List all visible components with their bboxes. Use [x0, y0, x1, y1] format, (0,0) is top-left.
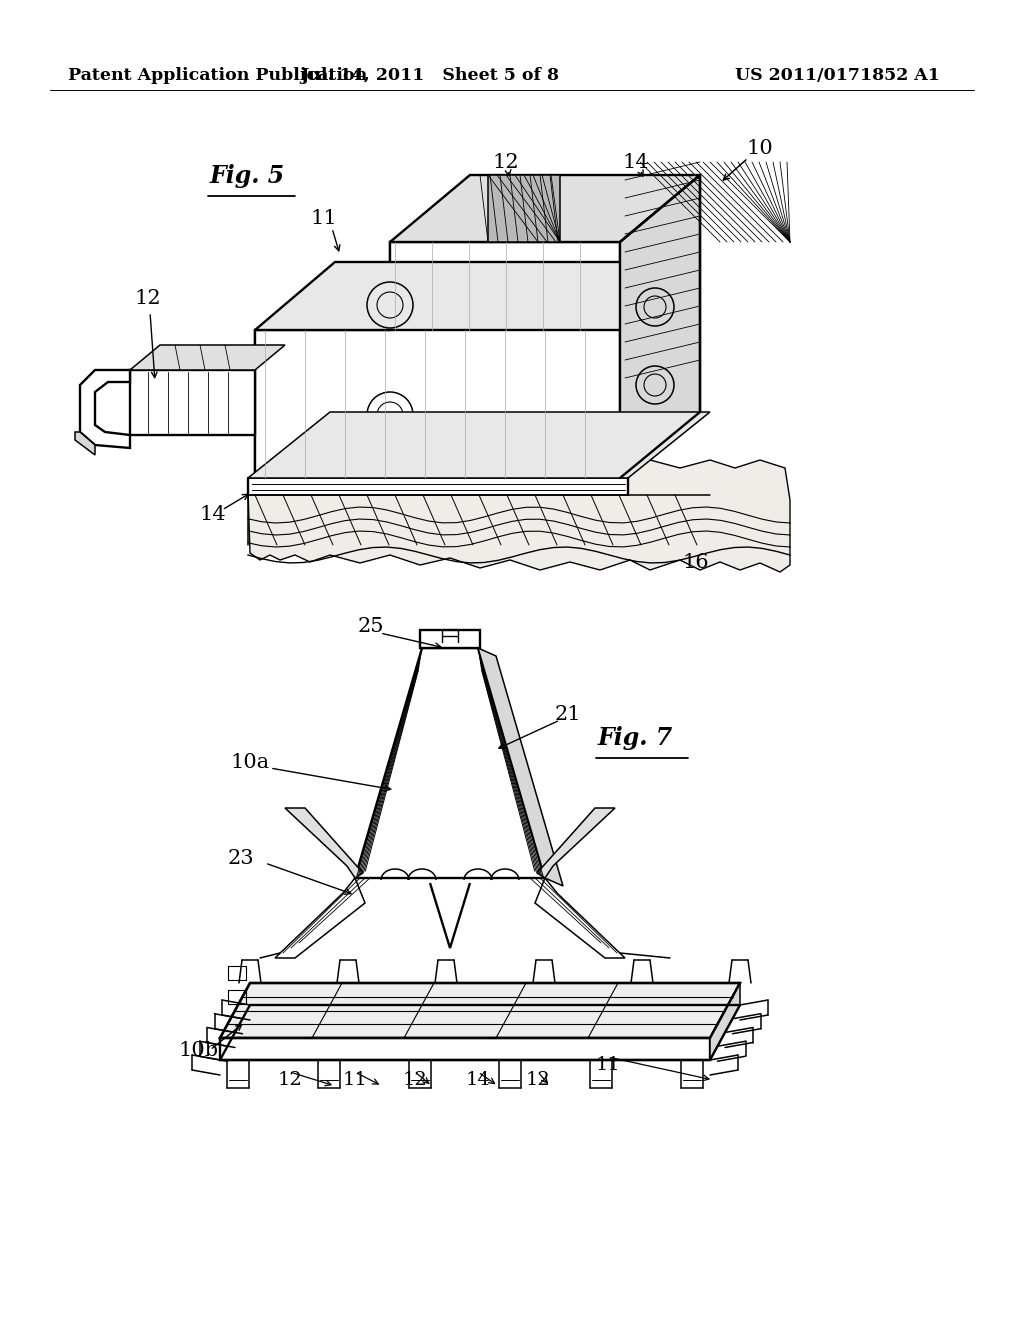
Text: 12: 12: [493, 153, 519, 172]
Polygon shape: [255, 330, 620, 478]
Polygon shape: [390, 242, 620, 330]
Text: 11: 11: [343, 1071, 368, 1089]
Polygon shape: [620, 176, 700, 478]
Text: 12: 12: [525, 1071, 550, 1089]
Text: 16: 16: [682, 553, 709, 573]
Polygon shape: [478, 648, 563, 886]
Polygon shape: [355, 648, 545, 878]
Text: 12: 12: [402, 1071, 427, 1089]
Text: US 2011/0171852 A1: US 2011/0171852 A1: [735, 67, 940, 83]
Polygon shape: [248, 459, 790, 572]
Polygon shape: [255, 261, 700, 330]
Text: 11: 11: [310, 209, 337, 227]
Polygon shape: [285, 808, 362, 878]
Polygon shape: [537, 808, 615, 878]
Polygon shape: [75, 432, 95, 455]
Polygon shape: [390, 176, 700, 242]
Polygon shape: [535, 878, 625, 958]
Text: Patent Application Publication: Patent Application Publication: [68, 67, 368, 83]
Polygon shape: [220, 1038, 710, 1060]
Text: 12: 12: [278, 1071, 302, 1089]
Text: 14: 14: [623, 153, 649, 172]
Polygon shape: [248, 478, 628, 495]
Polygon shape: [220, 983, 740, 1038]
Text: 12: 12: [135, 289, 162, 308]
Polygon shape: [130, 370, 255, 436]
Polygon shape: [80, 370, 130, 447]
Text: Jul. 14, 2011   Sheet 5 of 8: Jul. 14, 2011 Sheet 5 of 8: [300, 67, 559, 83]
Text: 14: 14: [200, 504, 226, 524]
Polygon shape: [248, 412, 710, 478]
Polygon shape: [710, 983, 740, 1060]
Text: 10b: 10b: [178, 1040, 218, 1060]
Polygon shape: [255, 242, 620, 478]
Text: 23: 23: [228, 849, 255, 867]
Text: 14: 14: [466, 1071, 490, 1089]
Text: 10: 10: [746, 139, 773, 157]
Text: 10a: 10a: [230, 752, 269, 771]
Text: 21: 21: [555, 705, 582, 725]
Text: Fig. 5: Fig. 5: [210, 164, 286, 187]
Polygon shape: [130, 345, 285, 370]
Polygon shape: [275, 878, 365, 958]
Text: Fig. 7: Fig. 7: [598, 726, 673, 750]
Text: 11: 11: [596, 1056, 621, 1074]
Polygon shape: [488, 176, 560, 242]
Polygon shape: [420, 630, 480, 648]
Text: 25: 25: [358, 618, 384, 636]
